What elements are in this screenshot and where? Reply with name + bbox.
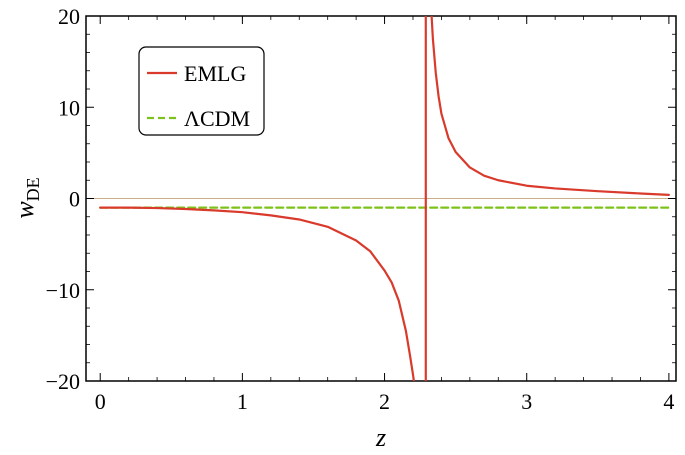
- y-tick-label: 0: [69, 187, 80, 212]
- legend-box: [138, 46, 265, 136]
- x-tick-label: 3: [521, 389, 532, 414]
- x-tick-label: 1: [237, 389, 248, 414]
- y-tick-label: −10: [46, 278, 80, 303]
- y-axis-label-sub: DE: [23, 177, 43, 201]
- series-line-emlg: [99, 206, 416, 381]
- x-axis-label: z: [375, 423, 386, 452]
- y-axis-label-main: w: [10, 201, 39, 219]
- legend-label-emlg: EMLG: [184, 61, 246, 86]
- series-line-emlg: [430, 16, 670, 196]
- x-tick-label: 0: [95, 389, 106, 414]
- series-layer: [99, 16, 670, 381]
- y-tick-label: 10: [58, 95, 80, 120]
- y-axis-label: wDE: [10, 177, 43, 218]
- x-tick-label: 4: [663, 389, 674, 414]
- svg-text:wDE: wDE: [10, 177, 43, 218]
- legend: EMLG ΛCDM: [138, 46, 265, 136]
- y-tick-label: 20: [58, 4, 80, 29]
- y-tick-label: −20: [46, 369, 80, 394]
- legend-label-lcdm: ΛCDM: [184, 106, 250, 131]
- axis-tick-labels: 0 1 2 3 4 −20 −10 0 10 20: [46, 4, 675, 414]
- axis-ticks: [86, 15, 676, 382]
- x-tick-label: 2: [379, 389, 390, 414]
